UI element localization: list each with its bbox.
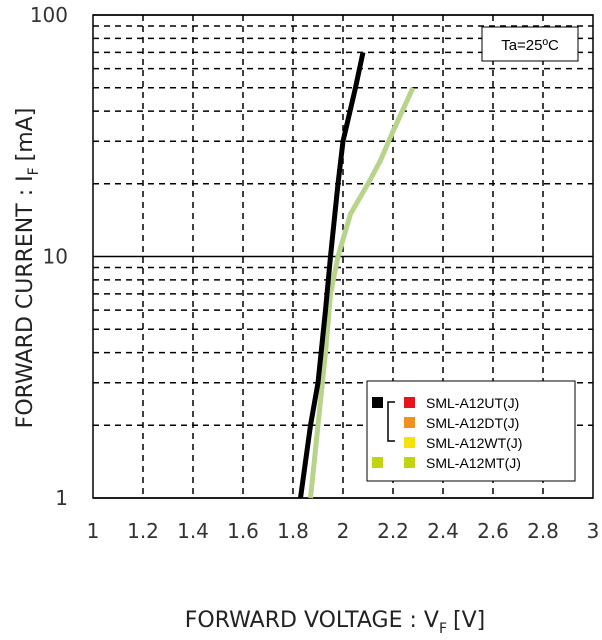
- series-line: [308, 86, 416, 499]
- legend-swatch-mt: [404, 457, 415, 468]
- legend-box: [366, 380, 576, 482]
- x-tick-label: 1.4: [177, 519, 209, 543]
- legend-label-ut: SML-A12UT(J): [426, 395, 519, 411]
- y-axis-title: FORWARD CURRENT : IF[mA]: [13, 108, 42, 429]
- x-tick-label: 1.6: [227, 519, 259, 543]
- legend-label-mt: SML-A12MT(J): [426, 455, 521, 471]
- legend-label-wt: SML-A12WT(J): [426, 435, 522, 451]
- x-tick-label: 2: [337, 519, 350, 543]
- legend: SML-A12UT(J) SML-A12DT(J) SML-A12WT(J) S…: [366, 380, 576, 482]
- axes: 1 1.2 1.4 1.6 1.8 2 2.2 2.4 2.6 2.8 3 1 10 100: [30, 3, 600, 543]
- legend-swatch-mt-left: [372, 457, 383, 468]
- legend-bracket: [387, 401, 395, 442]
- x-tick-label: 2.6: [477, 519, 509, 543]
- series-line: [298, 51, 366, 499]
- x-tick-label: 1.8: [277, 519, 309, 543]
- temperature-annotation: Ta=25ºC: [481, 26, 579, 62]
- y-tick-label: 1: [55, 486, 68, 510]
- x-tick-label: 1.2: [127, 519, 159, 543]
- y-tick-label: 100: [30, 3, 68, 27]
- legend-label-dt: SML-A12DT(J): [426, 415, 519, 431]
- y-tick-label: 10: [43, 245, 68, 269]
- x-tick-label: 2.4: [427, 519, 459, 543]
- x-tick-label: 3: [587, 519, 600, 543]
- x-tick-label: 1: [87, 519, 100, 543]
- series-layer: [298, 51, 416, 499]
- x-axis-title: FORWARD VOLTAGE : VF [V]: [185, 608, 485, 637]
- legend-swatch-dt: [404, 417, 415, 428]
- annotation-text: Ta=25ºC: [501, 37, 559, 54]
- x-tick-label: 2.8: [527, 519, 559, 543]
- legend-swatch-wt: [404, 437, 415, 448]
- legend-swatch-group: [372, 397, 383, 408]
- x-tick-label: 2.2: [377, 519, 409, 543]
- plot-area-border: [92, 14, 594, 499]
- legend-swatch-ut: [404, 397, 415, 408]
